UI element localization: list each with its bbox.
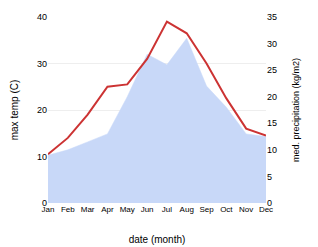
svg-text:Feb: Feb	[61, 205, 75, 214]
svg-text:max temp (C): max temp (C)	[9, 80, 20, 141]
svg-text:date (month): date (month)	[129, 234, 186, 245]
svg-text:40: 40	[37, 12, 47, 22]
svg-text:Nov: Nov	[239, 205, 253, 214]
svg-text:Aug: Aug	[180, 205, 194, 214]
svg-text:30: 30	[267, 39, 277, 49]
svg-text:Jun: Jun	[141, 205, 154, 214]
svg-text:10: 10	[267, 145, 277, 155]
svg-text:May: May	[120, 205, 135, 214]
svg-text:0: 0	[267, 198, 272, 208]
svg-text:Jan: Jan	[42, 205, 55, 214]
svg-text:20: 20	[267, 92, 277, 102]
svg-text:Dec: Dec	[259, 205, 273, 214]
svg-text:Oct: Oct	[220, 205, 233, 214]
svg-text:20: 20	[37, 105, 47, 115]
svg-text:Jul: Jul	[162, 205, 172, 214]
svg-text:5: 5	[267, 172, 272, 182]
svg-text:Apr: Apr	[101, 205, 114, 214]
svg-text:10: 10	[37, 152, 47, 162]
svg-text:Mar: Mar	[81, 205, 95, 214]
svg-text:0: 0	[42, 198, 47, 208]
svg-text:30: 30	[37, 59, 47, 69]
svg-text:35: 35	[267, 12, 277, 22]
svg-text:Sep: Sep	[199, 205, 214, 214]
svg-text:15: 15	[267, 118, 277, 128]
svg-text:med. precipitation (kg/m2): med. precipitation (kg/m2)	[291, 58, 301, 162]
svg-text:25: 25	[267, 65, 277, 75]
